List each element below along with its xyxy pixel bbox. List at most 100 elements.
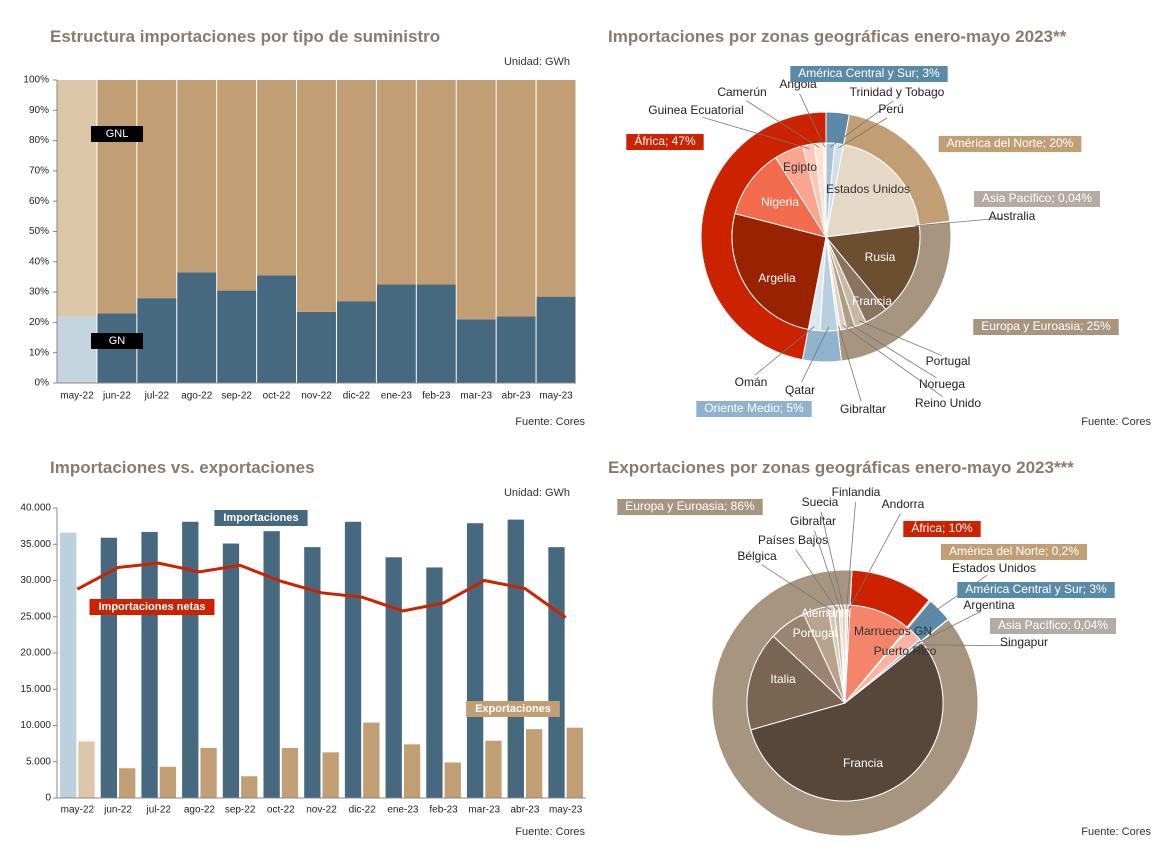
series-label-box <box>466 701 560 717</box>
bar-segment <box>456 80 496 320</box>
zone-label-box <box>903 521 981 537</box>
bar <box>60 532 77 798</box>
bar <box>344 521 362 798</box>
bar-segment <box>336 301 376 383</box>
slice-label: Alemania <box>801 606 851 620</box>
slice-label: Puerto Rico <box>874 644 937 658</box>
source-note: Fuente: Cores <box>1081 416 1151 428</box>
y-tick-label: 20.000 <box>20 648 51 659</box>
leader-line <box>830 100 894 148</box>
zone-label-box <box>617 499 763 515</box>
slice-label: Qatar <box>785 383 815 397</box>
leader-line <box>761 564 832 611</box>
bar-segment <box>57 316 97 383</box>
slice-label: Egipto <box>783 160 817 174</box>
leader-line <box>838 326 862 402</box>
series-label-box <box>89 599 215 615</box>
slice-label: Gibraltar <box>840 402 886 416</box>
bar-segment <box>217 80 257 291</box>
slice-label: Suecia <box>802 495 839 509</box>
slice-label: Rusia <box>865 250 896 264</box>
x-tick-label: abr-23 <box>502 391 531 402</box>
bar <box>159 766 177 798</box>
slice-label: Guinea Ecuatorial <box>648 103 743 117</box>
bar <box>403 744 421 798</box>
leader-line <box>838 117 888 149</box>
inner-slice <box>734 156 828 238</box>
source-note: Fuente: Cores <box>1081 826 1151 838</box>
x-tick-label: ene-23 <box>381 391 413 402</box>
bar-segment <box>536 80 576 297</box>
leader-line <box>848 513 901 610</box>
slice-label: Argentina <box>963 598 1015 612</box>
chart-title: Exportaciones por zonas geográficas ener… <box>608 458 1074 477</box>
bar-segment <box>97 80 137 314</box>
inner-slice <box>844 604 851 704</box>
y-tick-label: 30% <box>29 287 49 298</box>
zone-label: Europa y Euroasia; 86% <box>625 499 755 513</box>
bar <box>385 557 402 798</box>
leader-line <box>795 549 837 610</box>
leader-line <box>746 100 820 148</box>
inner-slice <box>750 641 944 802</box>
slice-label: Nigeria <box>761 195 799 209</box>
bar-segment <box>416 80 456 285</box>
x-tick-label: jun-22 <box>103 805 132 816</box>
x-tick-label: ago-22 <box>184 805 216 816</box>
slice-label: Noruega <box>919 377 965 391</box>
slice-label: Marruecos GN <box>854 624 932 638</box>
leader-line <box>917 610 982 644</box>
bar <box>304 547 321 798</box>
bar-segment <box>297 311 336 383</box>
slice-label: Portugal <box>926 354 971 368</box>
bar <box>466 523 484 798</box>
y-tick-label: 80% <box>29 135 49 146</box>
x-tick-label: nov-22 <box>306 805 337 816</box>
slice-label: Bélgica <box>737 549 777 563</box>
bar-segment <box>456 319 496 383</box>
zone-label: América Central y Sur; 3% <box>965 582 1107 596</box>
x-tick-label: dic-22 <box>349 805 377 816</box>
y-tick-label: 50% <box>29 226 49 237</box>
y-tick-label: 5.000 <box>26 756 51 767</box>
bar-segment <box>257 80 297 276</box>
bar <box>444 762 461 798</box>
slice-label: Portugal <box>793 626 838 640</box>
bar-segment <box>376 80 416 285</box>
chart-title: Importaciones por zonas geográficas ener… <box>608 27 1067 46</box>
zone-label-box <box>957 582 1115 598</box>
bar <box>281 747 299 798</box>
bar <box>507 519 524 798</box>
source-note: Fuente: Cores <box>515 826 585 838</box>
y-tick-label: 100% <box>23 75 49 86</box>
zone-label-box <box>973 319 1119 335</box>
x-tick-label: mar-23 <box>468 805 500 816</box>
zone-label: África; 47% <box>634 133 696 148</box>
zone-label-box <box>790 66 948 82</box>
y-tick-label: 35.000 <box>20 539 51 550</box>
slice-label: Francia <box>852 294 892 308</box>
inner-slice <box>731 212 827 330</box>
bar-segment <box>57 80 97 317</box>
slice-label: Estados Unidos <box>826 182 910 196</box>
inner-slice <box>825 224 921 311</box>
x-tick-label: may-22 <box>61 805 95 816</box>
zone-label: Asia Pacífico; 0,04% <box>982 191 1092 205</box>
leader-line <box>754 325 815 376</box>
inner-slice <box>825 144 920 238</box>
x-tick-label: mar-23 <box>460 391 492 402</box>
series-label: Exportaciones <box>475 703 551 715</box>
bar <box>200 747 217 798</box>
leader-line <box>820 511 844 610</box>
y-tick-label: 15.000 <box>20 684 51 695</box>
leader-line <box>918 644 1016 647</box>
x-tick-label: oct-22 <box>263 391 291 402</box>
slice-label: Reino Unido <box>915 396 981 410</box>
outer-slice <box>801 328 843 363</box>
bar <box>485 740 502 798</box>
zone-label: América del Norte; 20% <box>947 136 1074 150</box>
y-tick-label: 25.000 <box>20 611 51 622</box>
bar-segment <box>137 80 177 299</box>
x-tick-label: nov-22 <box>301 391 332 402</box>
